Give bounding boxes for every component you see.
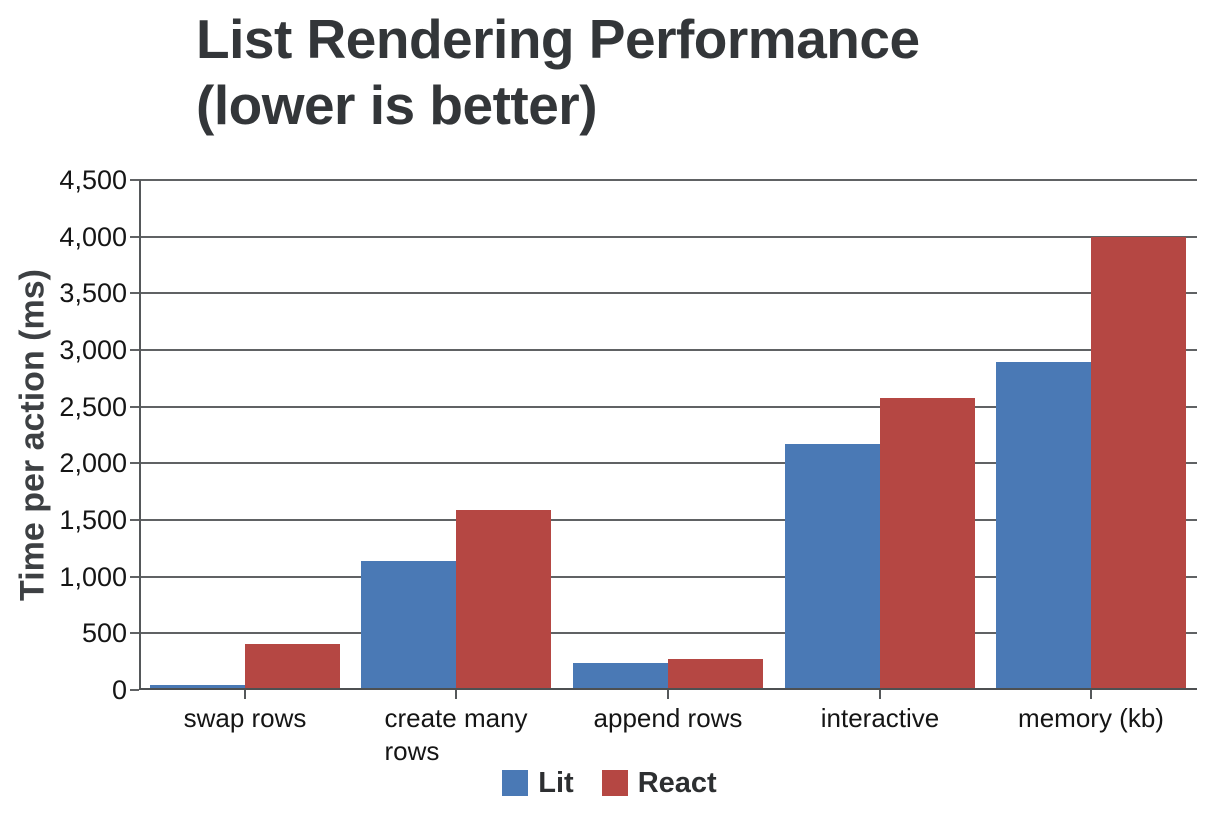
- gridline-3500: [139, 292, 1197, 295]
- x-category-label-line: memory (kb): [1018, 703, 1164, 733]
- y-tick-label-3500: 3,500: [59, 278, 127, 309]
- gridline-2500: [139, 405, 1197, 408]
- y-tick-mark-4500: [130, 179, 139, 181]
- x-axis-line: [139, 688, 1197, 690]
- gridline-4000: [139, 235, 1197, 238]
- y-tick-mark-2000: [130, 462, 139, 465]
- y-tick-mark-2500: [130, 405, 139, 408]
- bar-lit-interactive: [785, 444, 880, 690]
- y-tick-mark-1500: [130, 519, 139, 521]
- x-tick-mark-4: [879, 690, 881, 699]
- bar-lit-memory-kb-: [996, 362, 1091, 690]
- y-tick-label-1500: 1,500: [59, 505, 127, 535]
- legend-item-lit: Lit: [502, 767, 574, 799]
- x-category-label-line: create many: [384, 703, 528, 733]
- bar-lit-swap-rows: [150, 685, 245, 690]
- y-tick-mark-1000: [130, 575, 139, 578]
- bar-lit-create-many-rows: [361, 561, 456, 690]
- y-tick-label-0: 0: [111, 675, 127, 705]
- gridline-1500: [139, 519, 1197, 521]
- x-category-label-line: swap rows: [183, 703, 307, 733]
- y-tick-mark-3000: [130, 349, 139, 351]
- plot-area: [139, 179, 1197, 690]
- y-tick-label-2000: 2,000: [59, 448, 127, 479]
- y-tick-mark-3500: [130, 292, 139, 295]
- x-category-label-3: append rows: [594, 702, 743, 735]
- x-category-label-5: memory (kb): [1018, 702, 1164, 735]
- gridline-3000: [139, 349, 1197, 351]
- y-axis-title: Time per action (ms): [13, 269, 52, 601]
- chart-title-line1: List Rendering Performance: [196, 8, 920, 70]
- chart-title-line2: (lower is better): [196, 74, 598, 136]
- legend-label-react: React: [637, 767, 717, 799]
- gridline-2000: [139, 462, 1197, 465]
- y-tick-mark-500: [130, 632, 139, 635]
- gridline-500: [139, 632, 1197, 635]
- bar-react-interactive: [880, 398, 975, 690]
- legend-item-react: React: [601, 767, 717, 799]
- legend-swatch-lit: [502, 770, 529, 796]
- x-tick-mark-3: [667, 690, 669, 699]
- x-category-label-line: append rows: [593, 703, 743, 733]
- legend: Lit React: [0, 768, 1219, 798]
- bar-react-append-rows: [668, 659, 763, 690]
- x-category-label-1: swap rows: [184, 702, 307, 735]
- y-tick-mark-0: [130, 689, 139, 691]
- y-tick-label-1000: 1,000: [59, 561, 127, 592]
- y-tick-label-4000: 4,000: [59, 221, 127, 252]
- legend-label-lit: Lit: [538, 767, 574, 799]
- x-tick-mark-5: [1090, 690, 1092, 699]
- legend-swatch-react: [601, 770, 628, 796]
- chart-title: List Rendering Performance (lower is bet…: [196, 6, 920, 138]
- y-tick-label-500: 500: [81, 618, 127, 649]
- gridline-1000: [139, 575, 1197, 578]
- x-tick-mark-2: [455, 690, 457, 699]
- y-axis-line: [139, 180, 141, 690]
- gridline-4500: [139, 179, 1197, 181]
- bar-react-memory-kb-: [1091, 237, 1186, 690]
- y-tick-label-2500: 2,500: [59, 391, 127, 422]
- x-category-label-line: interactive: [820, 703, 940, 733]
- y-tick-label-4500: 4,500: [59, 165, 127, 195]
- y-tick-mark-4000: [130, 235, 139, 238]
- bar-lit-append-rows: [573, 663, 668, 690]
- x-category-label-2: create many rows: [384, 702, 527, 768]
- bar-react-swap-rows: [245, 644, 340, 690]
- y-tick-label-3000: 3,000: [59, 335, 127, 365]
- x-tick-mark-1: [244, 690, 246, 699]
- x-category-label-line: rows: [384, 736, 440, 766]
- bar-react-create-many-rows: [456, 510, 551, 690]
- x-category-label-4: interactive: [821, 702, 940, 735]
